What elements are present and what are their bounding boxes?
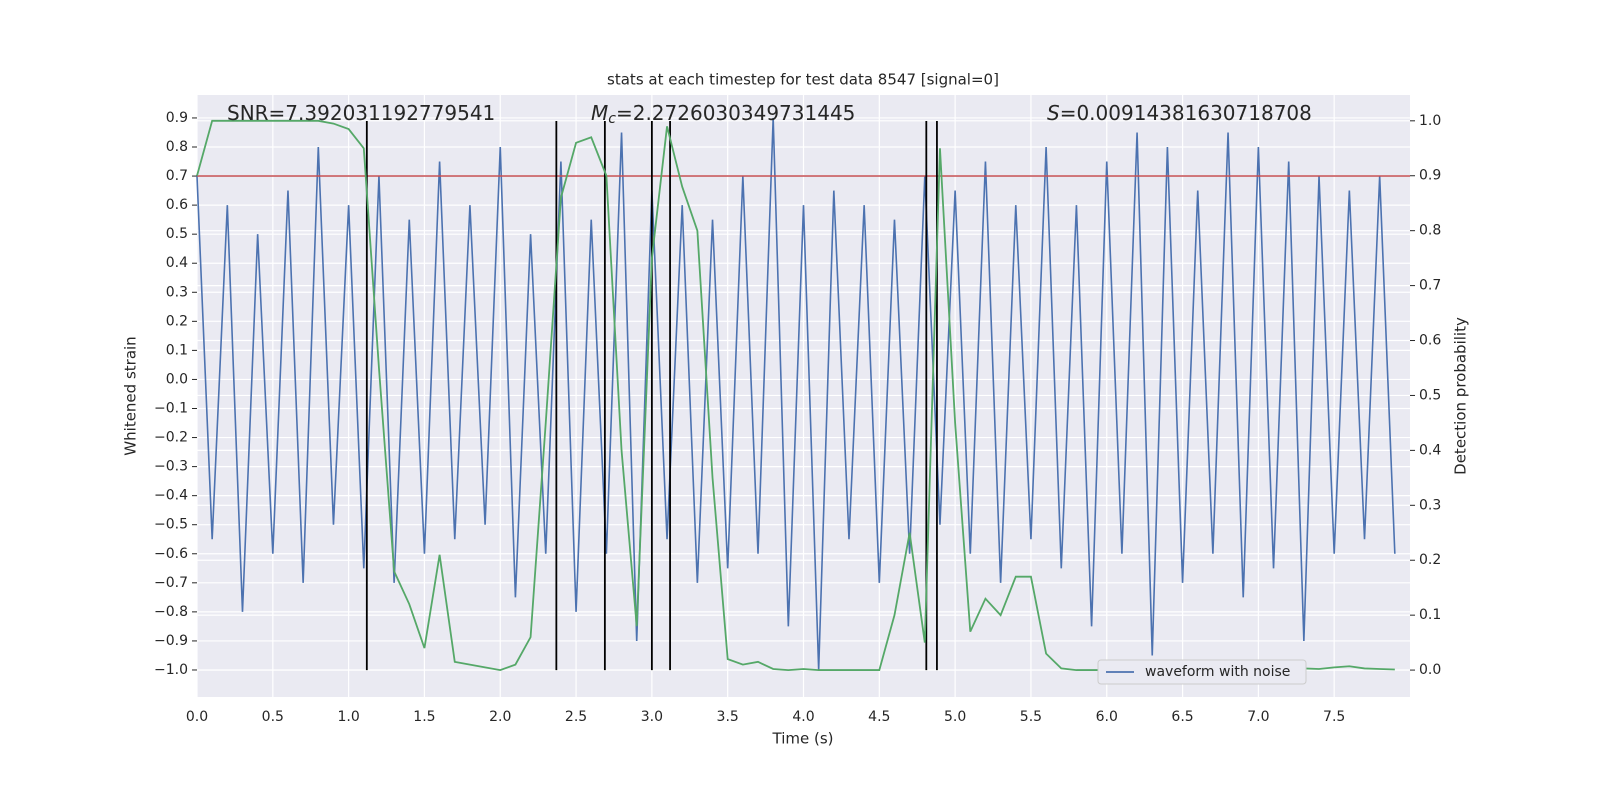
- y-tick-label: −1.0: [154, 662, 188, 678]
- y2-tick-label: 0.4: [1419, 442, 1441, 458]
- y2-tick-label: 0.1: [1419, 607, 1441, 623]
- y-tick-label: 0.5: [166, 226, 188, 242]
- y-tick-label: 0.3: [166, 284, 188, 300]
- y-tick-label: 0.9: [166, 110, 188, 126]
- x-tick-label: 7.0: [1247, 709, 1269, 725]
- x-tick-label: 3.0: [641, 709, 663, 725]
- y-tick-label: 0.2: [166, 313, 188, 329]
- y2-tick-label: 1.0: [1419, 113, 1441, 129]
- y-tick-label: −0.5: [154, 517, 188, 533]
- x-tick-label: 6.0: [1096, 709, 1118, 725]
- y-tick-label: 0.8: [166, 139, 188, 155]
- y2-axis-label: Detection probability: [1452, 317, 1470, 475]
- x-tick-label: 2.5: [565, 709, 587, 725]
- y-tick-label: −0.8: [154, 604, 188, 620]
- annotation: S=0.00914381630718708: [1047, 101, 1312, 125]
- y-tick-label: 0.6: [166, 197, 188, 213]
- legend-box: [1097, 659, 1307, 685]
- x-tick-label: 6.5: [1171, 709, 1193, 725]
- x-tick-label: 3.5: [717, 709, 739, 725]
- y2-tick-label: 0.3: [1419, 497, 1441, 513]
- x-tick-label: 2.0: [489, 709, 511, 725]
- y-tick-label: −0.2: [154, 430, 188, 446]
- y2-tick-label: 0.6: [1419, 333, 1441, 349]
- x-tick-label: 0.0: [186, 709, 208, 725]
- annotation: Mc=2.2726030349731445: [591, 101, 855, 128]
- chart-title: stats at each timestep for test data 854…: [607, 71, 999, 89]
- y-tick-label: 0.1: [166, 342, 188, 358]
- y-tick-label: 0.0: [166, 371, 188, 387]
- x-tick-label: 1.0: [337, 709, 359, 725]
- x-tick-label: 5.5: [1020, 709, 1042, 725]
- y2-tick-label: 0.5: [1419, 387, 1441, 403]
- y-tick-label: −0.9: [154, 633, 188, 649]
- x-tick-label: 0.5: [262, 709, 284, 725]
- x-tick-label: 4.0: [792, 709, 814, 725]
- data-line: [196, 117, 1396, 671]
- x-tick-label: 5.0: [944, 709, 966, 725]
- y-tick-label: 0.7: [166, 168, 188, 184]
- annotation-subscript: c: [608, 111, 616, 127]
- y-tick-label: −0.4: [154, 488, 188, 504]
- annotation-symbol: M: [591, 101, 608, 125]
- y2-tick-label: 0.2: [1419, 552, 1441, 568]
- y-tick-label: −0.1: [154, 400, 188, 416]
- x-tick-label: 4.5: [868, 709, 890, 725]
- x-axis-label: Time (s): [772, 730, 834, 748]
- x-tick-label: 7.5: [1323, 709, 1345, 725]
- legend-label: waveform with noise: [1145, 664, 1290, 680]
- x-tick-label: 1.5: [413, 709, 435, 725]
- annotation-symbol: S: [1047, 101, 1060, 125]
- y-tick-label: 0.4: [166, 255, 188, 271]
- annotation-text: =2.2726030349731445: [616, 101, 855, 125]
- y-axis-label: Whitened strain: [122, 336, 140, 455]
- y2-tick-label: 0.8: [1419, 223, 1441, 239]
- annotation-text: SNR=7.392031192779541: [227, 101, 495, 125]
- y-tick-label: −0.7: [154, 575, 188, 591]
- annotation-text: =0.00914381630718708: [1060, 101, 1312, 125]
- y-tick-label: −0.6: [154, 546, 188, 562]
- y2-tick-label: 0.0: [1419, 662, 1441, 678]
- y2-tick-label: 0.7: [1419, 278, 1441, 294]
- annotation: SNR=7.392031192779541: [227, 101, 495, 125]
- y-tick-label: −0.3: [154, 459, 188, 475]
- y2-tick-label: 0.9: [1419, 168, 1441, 184]
